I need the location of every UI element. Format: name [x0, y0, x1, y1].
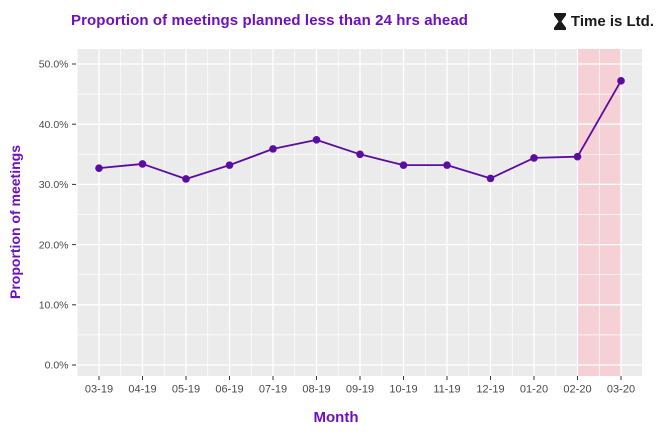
brand-logo: Time is Ltd. — [553, 13, 654, 30]
x-tick-label: 09-19 — [346, 384, 374, 396]
y-tick-label: 20.0% — [39, 239, 69, 251]
data-point — [269, 145, 277, 153]
x-tick-label: 10-19 — [389, 384, 417, 396]
data-point — [530, 154, 538, 162]
x-tick-label: 07-19 — [259, 384, 287, 396]
data-point — [486, 174, 495, 183]
data-point — [138, 160, 147, 168]
chart-title: Proportion of meetings planned less than… — [71, 12, 469, 29]
x-tick-label: 12-19 — [476, 384, 504, 396]
y-tick-label: 50.0% — [39, 59, 69, 71]
x-tick-label: 11-19 — [433, 384, 460, 396]
data-point — [356, 150, 364, 159]
x-tick-label: 02-20 — [563, 384, 591, 396]
data-point — [225, 161, 234, 169]
x-tick-label: 01-20 — [520, 384, 548, 396]
y-tick-label: 40.0% — [39, 119, 69, 131]
x-tick-label: 05-19 — [172, 384, 200, 396]
brand-logo-text: Time is Ltd. — [570, 13, 654, 30]
x-tick-label: 04-19 — [128, 384, 156, 396]
x-tick-label: 08-19 — [302, 384, 330, 396]
data-point — [312, 136, 321, 144]
hourglass-icon — [553, 13, 566, 30]
y-tick-label: 0.0% — [45, 360, 69, 372]
y-tick-label: 30.0% — [39, 179, 69, 191]
data-point — [573, 152, 582, 161]
x-tick-label: 06-19 — [215, 384, 243, 396]
x-axis-title: Month — [313, 409, 359, 426]
data-point — [399, 161, 408, 169]
data-point — [443, 161, 451, 169]
x-tick-label: 03-20 — [607, 384, 635, 396]
y-tick-label: 10.0% — [39, 300, 69, 312]
data-point — [617, 77, 625, 85]
data-point — [95, 164, 103, 172]
data-point — [182, 175, 190, 183]
x-tick-label: 03-19 — [85, 384, 113, 396]
